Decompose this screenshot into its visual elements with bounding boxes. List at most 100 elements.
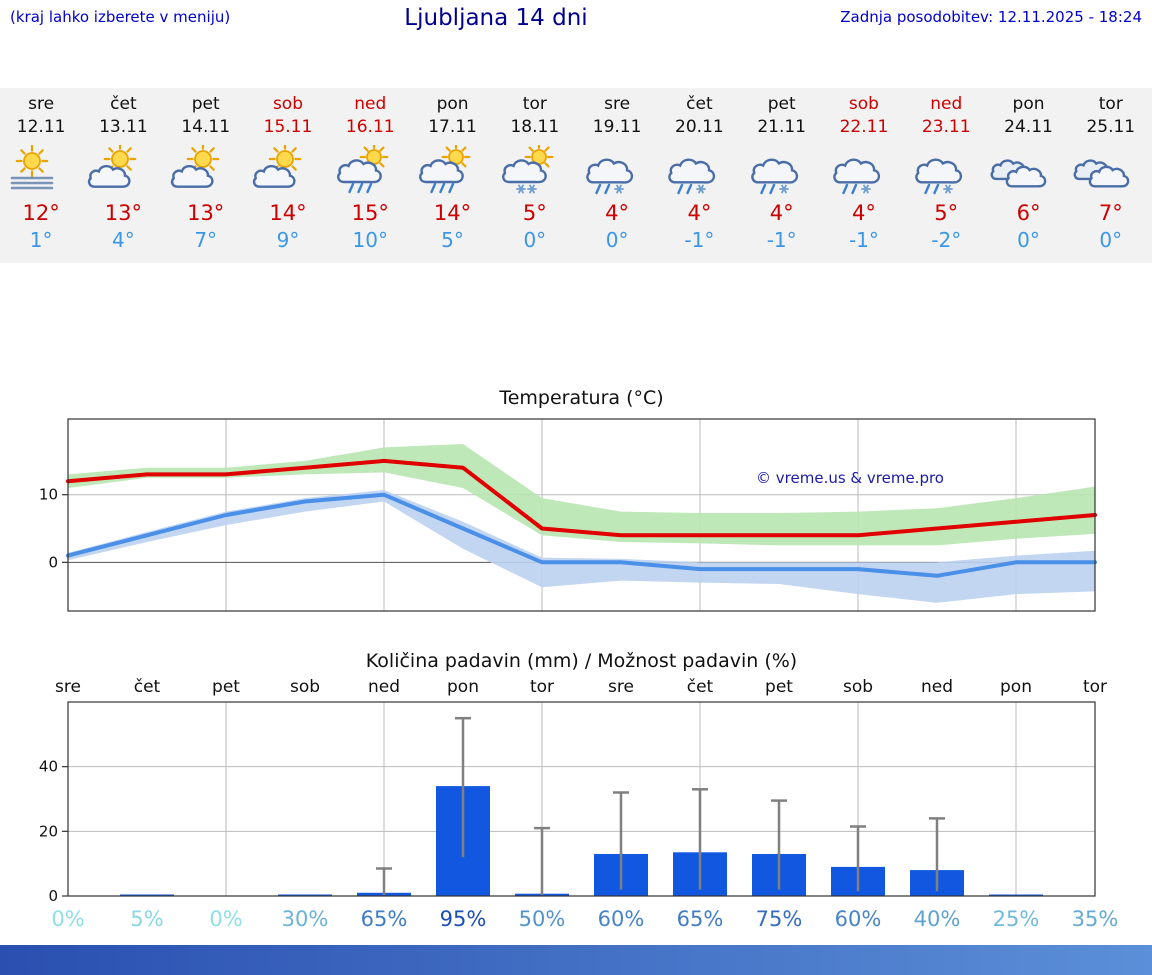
precip-day-label: tor bbox=[1083, 677, 1107, 697]
weather-icon-cloud-sun-snow bbox=[501, 145, 554, 194]
day-name: tor bbox=[1098, 94, 1123, 114]
precip-day-label: sre bbox=[55, 677, 81, 697]
precip-probability: 50% bbox=[519, 907, 566, 931]
day-date: 25.11 bbox=[1086, 117, 1136, 137]
low-temperature: 5° bbox=[441, 228, 464, 252]
precip-probability: 25% bbox=[993, 907, 1040, 931]
plot-border bbox=[67, 418, 1096, 612]
precipitation-chart: sre čet pet sob ned pon tor sre čet pet sob ned pon t… bbox=[39, 677, 1119, 931]
precip-bar bbox=[989, 894, 1043, 896]
high-temperature: 14° bbox=[433, 201, 472, 225]
day-date: 12.11 bbox=[16, 117, 66, 137]
y-axis-label: 40 bbox=[39, 758, 58, 776]
day-name: pet bbox=[191, 94, 220, 114]
day-date: 22.11 bbox=[839, 117, 889, 137]
high-temperature: 4° bbox=[687, 201, 712, 225]
forecast-day: pet 21.11 4° -1° bbox=[741, 88, 823, 263]
footer-bar bbox=[0, 945, 1152, 975]
forecast-day: tor 25.11 7° 0° bbox=[1070, 88, 1152, 263]
weather-icon-cloud-sleet bbox=[833, 158, 880, 195]
weather-icon-cloud-sun-rain bbox=[337, 145, 389, 194]
day-name: ned bbox=[930, 94, 963, 114]
precip-day-label: sob bbox=[843, 677, 873, 697]
high-temperature: 7° bbox=[1098, 201, 1123, 225]
low-temperature: 0° bbox=[523, 228, 547, 252]
precip-probability: 65% bbox=[677, 907, 724, 931]
precip-probability: 35% bbox=[1072, 907, 1119, 931]
forecast-day: čet 13.11 13° 4° bbox=[82, 88, 164, 263]
high-temperature: 4° bbox=[605, 201, 630, 225]
day-date: 14.11 bbox=[181, 117, 231, 137]
high-temperature: 4° bbox=[769, 201, 794, 225]
day-date: 17.11 bbox=[428, 117, 477, 137]
watermark-link[interactable]: © vreme.us & vreme.pro bbox=[756, 469, 944, 487]
forecast-day: ned 16.11 15° 10° bbox=[329, 88, 411, 263]
day-date: 23.11 bbox=[921, 117, 971, 137]
max-temperature-band bbox=[68, 444, 1095, 546]
day-name: ned bbox=[354, 94, 387, 114]
forecast-day: pon 24.11 6° 0° bbox=[987, 88, 1069, 263]
day-date: 15.11 bbox=[263, 117, 313, 137]
precip-probability: 0% bbox=[51, 907, 84, 931]
weather-icon-cloud-sleet bbox=[915, 158, 963, 195]
high-temperature: 14° bbox=[269, 201, 307, 225]
header: (kraj lahko izberete v meniju) Ljubljana… bbox=[0, 0, 1152, 50]
forecast-day: čet 20.11 4° -1° bbox=[658, 88, 740, 263]
forecast-strip: sre 12.11 12° 1° čet 13.11 13° 4° pet 14.11 13° 7° s… bbox=[0, 88, 1152, 263]
low-temperature: 7° bbox=[194, 228, 218, 252]
forecast-day: tor 18.11 5° 0° bbox=[494, 88, 576, 263]
last-updated: Zadnja posodobitev: 12.11.2025 - 18:24 bbox=[840, 8, 1142, 26]
low-temperature: -1° bbox=[848, 228, 879, 252]
day-name: pet bbox=[767, 94, 796, 114]
weather-icon-cloudy bbox=[1073, 159, 1129, 188]
precip-day-label: pon bbox=[1000, 677, 1032, 697]
day-name: pon bbox=[1012, 94, 1045, 114]
day-date: 24.11 bbox=[1004, 117, 1053, 137]
precip-probability: 60% bbox=[598, 907, 645, 931]
plot-border bbox=[67, 701, 1096, 897]
day-name: čet bbox=[686, 94, 713, 114]
weather-icon-cloud-sun-rain bbox=[419, 145, 471, 194]
day-name: pon bbox=[436, 94, 469, 114]
day-name: sob bbox=[272, 94, 304, 114]
weather-icon-cloud-sleet bbox=[586, 158, 634, 195]
precip-probability: 5% bbox=[130, 907, 163, 931]
temperature-chart-title: Temperatura (°C) bbox=[499, 387, 664, 409]
precip-bar bbox=[120, 894, 174, 896]
y-axis-label: 10 bbox=[39, 486, 58, 504]
forecast-day: sre 12.11 12° 1° bbox=[0, 88, 82, 263]
precip-day-label: tor bbox=[530, 677, 554, 697]
weather-icon-sun-cloud bbox=[252, 145, 302, 188]
high-temperature: 4° bbox=[852, 201, 876, 225]
y-axis-label: 0 bbox=[48, 887, 58, 905]
low-temperature: 0° bbox=[1017, 228, 1040, 252]
precip-day-label: pet bbox=[212, 677, 240, 697]
day-name: sre bbox=[28, 94, 55, 114]
day-date: 18.11 bbox=[510, 117, 560, 137]
high-temperature: 6° bbox=[1016, 201, 1041, 225]
forecast-day: sob 22.11 4° -1° bbox=[823, 88, 905, 263]
weather-icon-sun-cloud bbox=[170, 145, 219, 188]
precip-day-label: ned bbox=[921, 677, 953, 697]
day-date: 19.11 bbox=[592, 117, 642, 137]
precip-day-label: pet bbox=[765, 677, 793, 697]
day-date: 20.11 bbox=[675, 117, 724, 137]
precip-probability: 40% bbox=[914, 907, 961, 931]
precip-day-label: pon bbox=[447, 677, 479, 697]
precip-day-label: čet bbox=[134, 677, 161, 697]
precip-probability: 30% bbox=[282, 907, 329, 931]
low-temperature: 0° bbox=[1099, 228, 1123, 252]
page-title: Ljubljana 14 dni bbox=[404, 5, 588, 31]
high-temperature: 12° bbox=[22, 201, 60, 225]
min-temperature-line bbox=[66, 492, 1097, 578]
low-temperature: -1° bbox=[766, 228, 797, 252]
max-temperature-line bbox=[66, 458, 1097, 538]
day-name: sre bbox=[604, 94, 631, 114]
day-name: tor bbox=[522, 94, 547, 114]
high-temperature: 13° bbox=[104, 201, 143, 225]
min-temperature-band bbox=[68, 490, 1095, 603]
day-date: 16.11 bbox=[345, 117, 395, 137]
weather-icon-cloud-sleet bbox=[750, 158, 798, 195]
y-axis-label: 20 bbox=[39, 822, 58, 840]
forecast-day: pon 17.11 14° 5° bbox=[411, 88, 493, 263]
